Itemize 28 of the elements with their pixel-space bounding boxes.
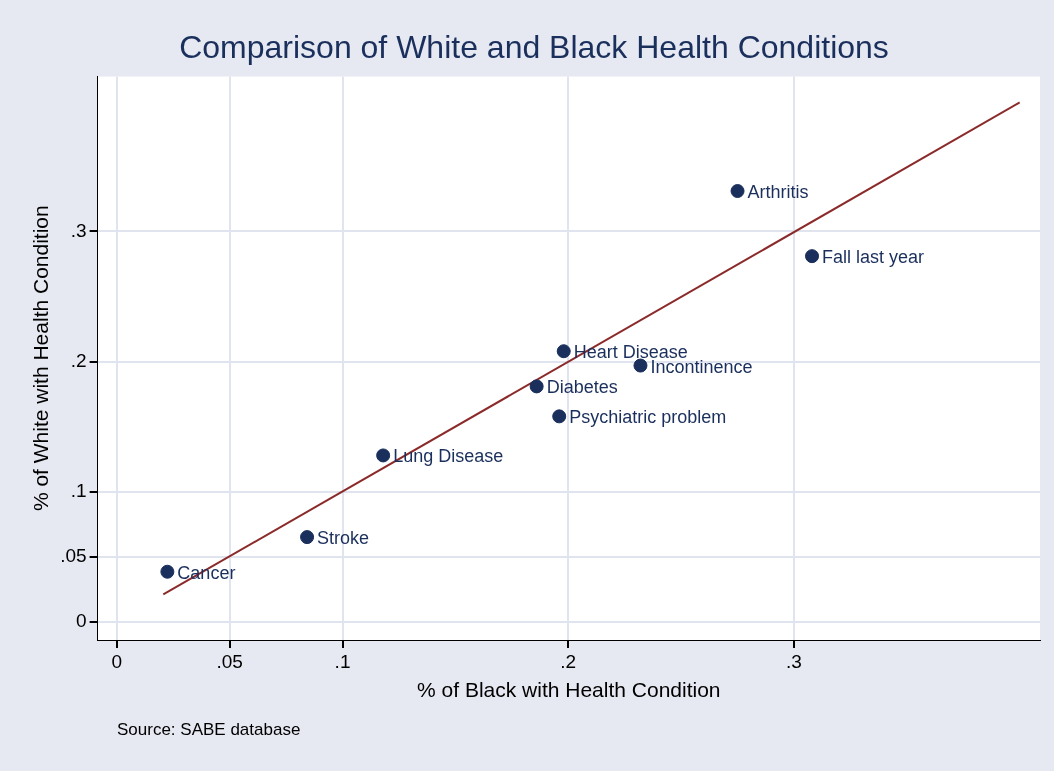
y-tick-label: .05 [60,545,87,567]
x-tick-label: .05 [216,650,243,672]
y-tick-label: .3 [70,219,87,241]
annotation: Psychiatric problem [569,407,727,428]
point [730,184,745,199]
x-tick-label: .3 [786,650,802,672]
x-tick-label: .1 [334,650,351,672]
x-tick-label: 0 [111,650,123,672]
point [376,448,391,463]
y-axis-title: % of White with Health Condition [29,205,53,512]
point [633,358,648,373]
annotation: Arthritis [747,181,809,202]
point [552,409,567,424]
x-tick-label: .2 [560,650,577,672]
chart-title: Comparison of White and Black Health Conditions [179,29,889,66]
annotation: Stroke [317,528,370,549]
source-note: Source: SABE database [117,720,301,740]
y-tick-label: .1 [70,480,87,502]
point [556,344,571,359]
point [300,530,315,545]
annotation: Fall last year [822,247,925,268]
y-tick-label: .2 [70,349,87,371]
point [805,249,820,264]
point [160,564,175,579]
x-axis-title: % of Black with Health Condition [417,678,721,702]
y-tick-label: 0 [76,610,87,632]
annotation: Diabetes [546,377,618,398]
point [529,379,544,394]
